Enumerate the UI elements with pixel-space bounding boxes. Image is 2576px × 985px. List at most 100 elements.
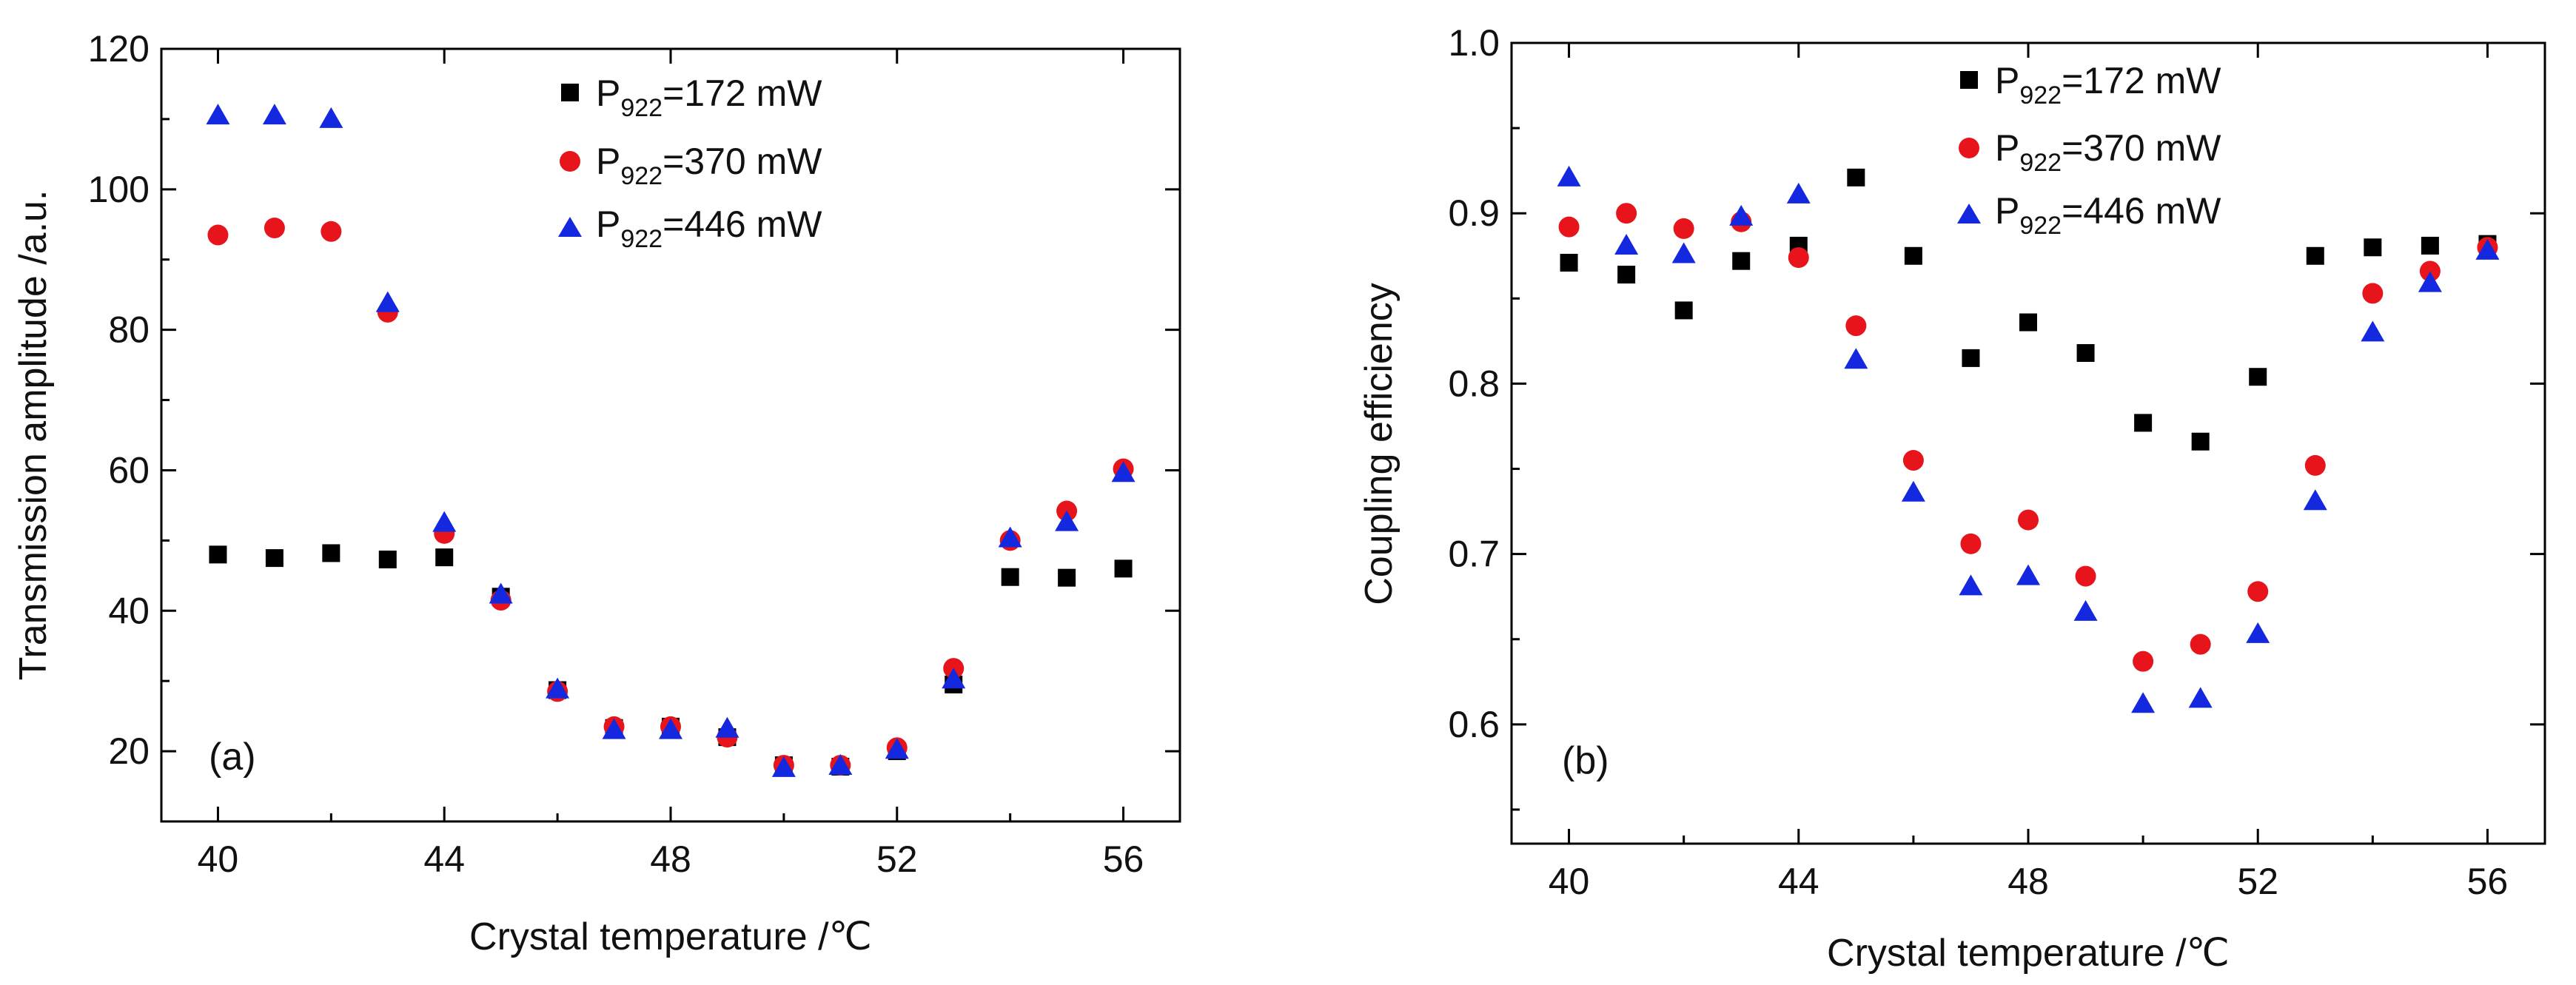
circle-marker — [2190, 633, 2211, 655]
triangle-marker — [432, 511, 457, 532]
circle-marker — [2247, 581, 2269, 602]
triangle-marker — [1614, 233, 1639, 255]
legend-marker-circle — [560, 151, 580, 172]
triangle-marker — [2418, 271, 2442, 292]
panel-a-label: (a) — [209, 736, 256, 779]
triangle-marker — [262, 104, 286, 125]
x-tick-label: 48 — [2008, 861, 2049, 902]
x-tick-label: 44 — [1778, 861, 1819, 902]
triangle-marker — [2303, 489, 2327, 511]
circle-marker — [264, 218, 285, 239]
circle-marker — [1960, 533, 1982, 554]
triangle-marker — [885, 738, 909, 759]
x-tick-label: 56 — [2467, 861, 2509, 902]
circle-marker — [2075, 565, 2096, 587]
x-tick-label: 48 — [650, 838, 691, 880]
panel-b-ylabel: Coupling efficiency — [1358, 283, 1401, 605]
square-marker — [2364, 238, 2382, 257]
x-tick-label: 40 — [198, 838, 239, 880]
legend-marker-triangle — [1957, 204, 1981, 223]
triangle-marker — [1729, 204, 1754, 226]
y-tick-label: 0.6 — [1448, 704, 1500, 745]
x-tick-label: 56 — [1103, 838, 1144, 880]
panel-a-legend: P922=172 mW P922=370 mW P922=446 mW — [558, 73, 822, 253]
triangle-marker — [1901, 480, 1925, 502]
circle-marker — [2304, 454, 2326, 476]
triangle-marker — [1055, 510, 1079, 531]
square-marker — [1058, 568, 1076, 587]
square-marker — [1114, 559, 1133, 578]
square-marker — [1962, 349, 1980, 367]
triangle-marker — [771, 756, 796, 777]
panel-a-xlabel: Crystal temperature /℃ — [469, 915, 872, 958]
triangle-marker — [1557, 165, 1581, 186]
square-marker — [378, 550, 397, 568]
panel-a-markers — [206, 104, 1136, 777]
triangle-marker — [659, 718, 682, 739]
triangle-marker — [546, 677, 570, 699]
legend-entry-172: P922=172 mW — [1995, 60, 2221, 110]
square-marker — [1560, 253, 1578, 272]
triangle-marker — [2073, 599, 2098, 621]
y-tick-label: 1.0 — [1448, 22, 1500, 64]
panel-b-ticks — [1512, 41, 2545, 844]
legend-marker-triangle — [558, 217, 582, 237]
triangle-marker — [1786, 182, 1811, 204]
legend-entry-446: P922=446 mW — [1995, 190, 2221, 240]
square-marker — [1617, 266, 1636, 284]
x-tick-label: 52 — [2237, 861, 2278, 902]
y-tick-label: 0.8 — [1448, 363, 1500, 404]
triangle-marker — [375, 291, 400, 312]
triangle-marker — [2246, 622, 2270, 643]
square-marker — [2019, 313, 2037, 332]
panel-a-ticks — [161, 47, 1180, 823]
square-marker — [1904, 246, 1922, 265]
legend-entry-370: P922=370 mW — [596, 141, 822, 190]
square-marker — [1001, 568, 1019, 586]
triangle-marker — [206, 104, 230, 125]
y-tick-label: 0.9 — [1448, 192, 1500, 234]
panel-a-ylabel: Transmission amplitude /a.u. — [12, 190, 55, 681]
y-tick-label: 20 — [108, 730, 150, 772]
circle-marker — [2018, 509, 2039, 531]
square-marker — [2421, 236, 2439, 255]
circle-marker — [2133, 650, 2154, 672]
square-marker — [265, 549, 284, 568]
triangle-marker — [489, 582, 513, 604]
circle-marker — [321, 221, 342, 242]
x-tick-label: 44 — [423, 838, 465, 880]
circle-marker — [1845, 315, 1867, 337]
y-tick-label: 100 — [88, 169, 150, 210]
panel-b: 40 44 48 52 56 0.6 0.7 0.8 0.9 1.0 Crystal temper… — [1358, 22, 2546, 975]
triangle-marker — [2016, 564, 2040, 585]
panel-b-tick-labels: 40 44 48 52 56 0.6 0.7 0.8 0.9 1.0 — [1448, 22, 2508, 902]
square-marker — [1847, 168, 1865, 186]
circle-marker — [1616, 203, 1637, 224]
square-marker — [2249, 368, 2267, 386]
legend-entry-172: P922=172 mW — [596, 73, 822, 122]
triangle-marker — [942, 668, 966, 689]
y-tick-label: 60 — [108, 449, 150, 491]
circle-marker — [1673, 218, 1694, 239]
square-marker — [1732, 252, 1751, 270]
triangle-marker — [2188, 687, 2213, 708]
square-marker — [322, 544, 341, 562]
circle-marker — [2362, 283, 2384, 304]
square-marker — [2134, 414, 2153, 432]
square-marker — [2306, 246, 2324, 265]
triangle-marker — [1671, 242, 1696, 263]
circle-marker — [1902, 450, 1924, 471]
triangle-marker — [602, 718, 626, 739]
y-tick-label: 0.7 — [1448, 534, 1500, 575]
circle-marker — [2419, 260, 2441, 282]
legend-entry-446: P922=446 mW — [596, 204, 822, 253]
y-tick-label: 120 — [88, 28, 150, 70]
y-tick-label: 40 — [108, 590, 150, 631]
triangle-marker — [715, 716, 739, 738]
square-marker — [2076, 343, 2095, 362]
legend-entry-370: P922=370 mW — [1995, 127, 2221, 177]
legend-marker-circle — [1959, 138, 1979, 158]
triangle-marker — [828, 754, 853, 776]
legend-marker-square — [561, 84, 579, 101]
